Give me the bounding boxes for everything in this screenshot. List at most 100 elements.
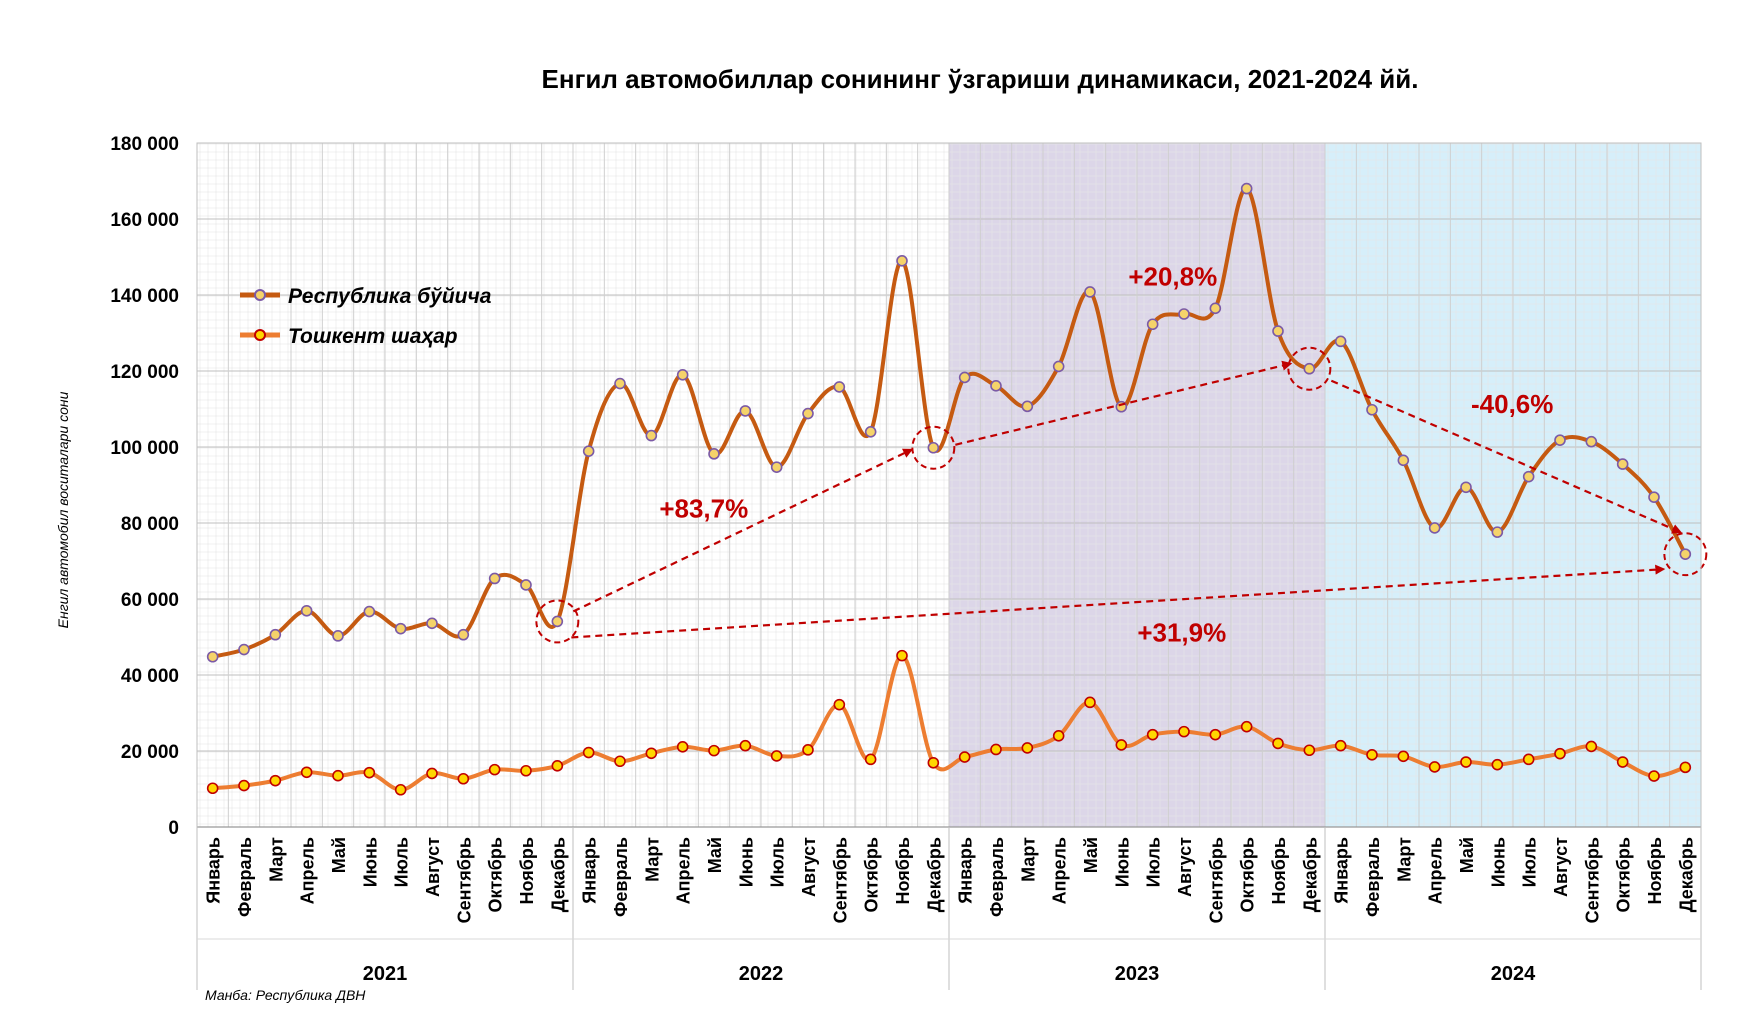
month-label: Июль bbox=[1144, 837, 1164, 887]
data-point bbox=[739, 739, 752, 752]
data-point bbox=[1021, 742, 1034, 754]
data-point bbox=[802, 407, 814, 420]
data-point bbox=[927, 441, 940, 454]
month-label: Март bbox=[266, 837, 286, 882]
data-point bbox=[1428, 761, 1441, 773]
data-point bbox=[708, 448, 720, 460]
data-point bbox=[363, 605, 376, 618]
month-label: Февраль bbox=[611, 837, 631, 917]
month-label: Декабрь bbox=[548, 837, 568, 912]
month-label: Октябрь bbox=[486, 837, 506, 913]
data-point bbox=[1303, 744, 1316, 757]
legend: Республика бўйича Тошкент шаҳар bbox=[240, 285, 492, 348]
month-label: Февраль bbox=[235, 837, 255, 917]
annotation-label: +20,8% bbox=[1128, 262, 1217, 292]
data-point bbox=[520, 579, 532, 591]
data-point bbox=[1648, 491, 1660, 503]
source-note: Манба: Республика ДВН bbox=[205, 987, 366, 1003]
trend-arrow bbox=[1330, 379, 1683, 534]
data-point bbox=[1334, 739, 1347, 752]
y-axis: 0 20 000 40 000 60 000 80 000 100 000 120 000 1… bbox=[110, 134, 179, 839]
data-point bbox=[676, 368, 689, 381]
data-point bbox=[958, 371, 971, 384]
data-point bbox=[1209, 302, 1222, 315]
month-label: Май bbox=[1457, 837, 1477, 873]
data-point bbox=[1491, 526, 1504, 538]
trend-arrow bbox=[572, 448, 914, 613]
trend-arrow bbox=[955, 360, 1293, 446]
data-point bbox=[896, 649, 908, 662]
data-point bbox=[770, 750, 783, 762]
legend-item-tashkent: Тошкент шаҳар bbox=[240, 325, 458, 348]
data-point bbox=[990, 743, 1002, 756]
data-point bbox=[1460, 481, 1472, 494]
month-label: Июнь bbox=[1488, 837, 1508, 887]
x-axis: Январь Февраль Март Апрель Май Июнь Июль Август… bbox=[196, 826, 1702, 990]
data-point bbox=[238, 643, 250, 656]
month-label: Май bbox=[329, 837, 349, 873]
month-label: Декабрь bbox=[924, 837, 944, 912]
data-point bbox=[1272, 325, 1284, 337]
month-label: Февраль bbox=[987, 837, 1007, 917]
data-point bbox=[614, 377, 626, 390]
data-point bbox=[1084, 696, 1096, 709]
year-label-2022: 2022 bbox=[739, 963, 784, 985]
data-point bbox=[645, 429, 658, 442]
data-point bbox=[488, 763, 501, 776]
data-point bbox=[1146, 728, 1159, 741]
data-point bbox=[1585, 435, 1598, 448]
month-label: Октябрь bbox=[1614, 837, 1634, 913]
y-tick-label: 20 000 bbox=[121, 742, 179, 763]
y-tick-label: 120 000 bbox=[110, 362, 179, 383]
data-point bbox=[1522, 470, 1535, 483]
month-label: Июнь bbox=[736, 837, 756, 887]
data-point bbox=[269, 628, 282, 641]
data-point bbox=[238, 779, 250, 792]
annotation-label: +83,7% bbox=[659, 493, 748, 523]
y-tick-label: 0 bbox=[168, 818, 179, 839]
month-label: Октябрь bbox=[1238, 837, 1258, 913]
data-point bbox=[1021, 400, 1034, 413]
month-label: Сентябрь bbox=[1206, 837, 1226, 923]
data-point bbox=[300, 766, 313, 779]
highlight-circle bbox=[535, 599, 580, 644]
data-point bbox=[864, 425, 877, 438]
data-point bbox=[1209, 728, 1222, 741]
data-point bbox=[520, 764, 532, 777]
trend-arrow bbox=[571, 564, 1666, 639]
month-label: Сентябрь bbox=[830, 837, 850, 923]
month-label: Апрель bbox=[298, 837, 318, 904]
data-point bbox=[1397, 750, 1410, 763]
annotation-label: +31,9% bbox=[1137, 618, 1226, 648]
data-point bbox=[206, 650, 219, 663]
y-tick-label: 180 000 bbox=[110, 134, 179, 155]
year-label-2024: 2024 bbox=[1491, 963, 1536, 985]
data-point bbox=[1146, 318, 1159, 331]
data-point bbox=[1648, 770, 1660, 782]
month-label: Июль bbox=[768, 837, 788, 887]
data-point bbox=[426, 617, 438, 630]
y-tick-label: 80 000 bbox=[121, 514, 179, 535]
month-label: Март bbox=[642, 837, 662, 882]
month-label: Июль bbox=[1520, 837, 1540, 887]
month-label: Ноябрь bbox=[517, 837, 537, 904]
data-point bbox=[1616, 458, 1629, 470]
data-point bbox=[394, 622, 407, 635]
data-point bbox=[896, 254, 908, 267]
y-tick-label: 60 000 bbox=[121, 590, 179, 611]
legend-item-republic: Республика бўйича bbox=[240, 285, 492, 308]
month-label: Декабрь bbox=[1300, 837, 1320, 912]
data-point bbox=[457, 772, 470, 785]
y-tick-label: 140 000 bbox=[110, 286, 179, 307]
series-tashkent bbox=[206, 649, 1692, 796]
data-point bbox=[864, 753, 877, 766]
highlight-circle bbox=[1663, 532, 1708, 577]
data-point bbox=[1679, 548, 1692, 560]
month-label: Июль bbox=[392, 837, 412, 887]
month-label: Август bbox=[1175, 837, 1195, 897]
data-point bbox=[269, 774, 282, 787]
data-point bbox=[1272, 737, 1284, 750]
data-point bbox=[833, 698, 846, 711]
month-label: Июнь bbox=[360, 837, 380, 887]
data-point bbox=[739, 405, 752, 417]
